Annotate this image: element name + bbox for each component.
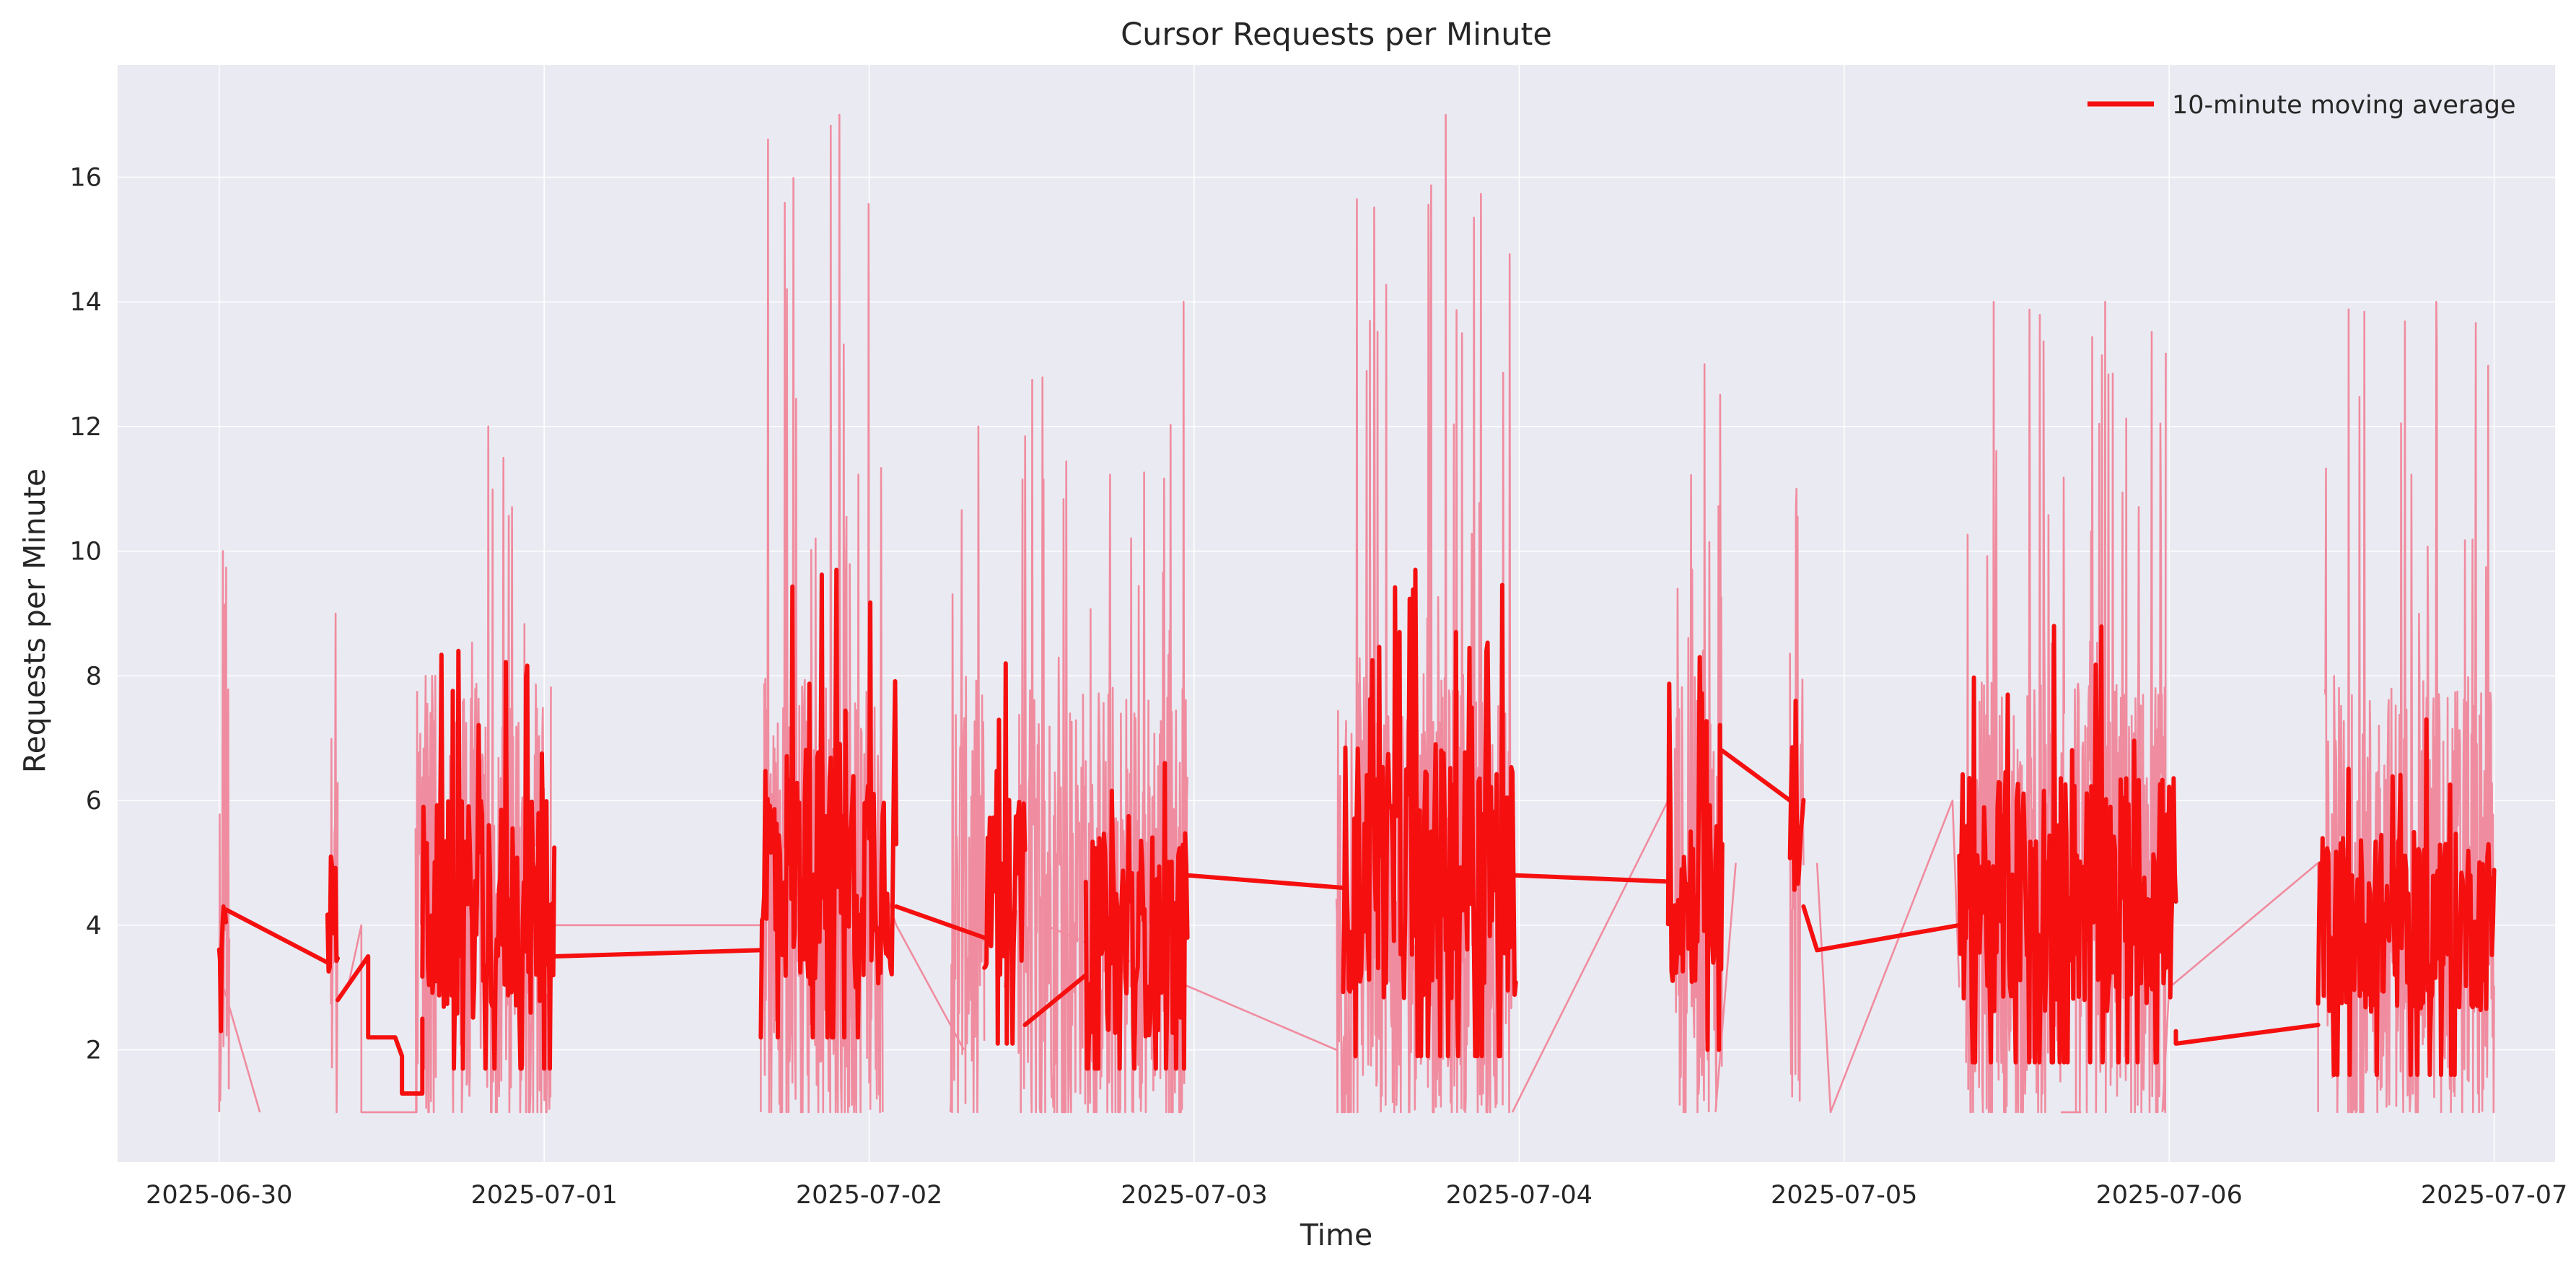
y-tick-label: 14: [69, 288, 102, 317]
moving-average-line: [894, 904, 987, 940]
y-tick-label: 10: [69, 538, 102, 567]
moving-average-layer: [216, 567, 2497, 1096]
y-axis-label: Requests per Minute: [17, 468, 52, 773]
y-tick-label: 8: [86, 662, 102, 691]
moving-average-line: [1719, 748, 1792, 803]
y-tick-label: 16: [69, 163, 102, 192]
raw-burst-line: [949, 425, 986, 1114]
x-tick-label: 2025-07-02: [796, 1181, 942, 1210]
moving-average-line: [2316, 717, 2497, 1078]
x-axis-label: Time: [1300, 1218, 1372, 1252]
moving-average-line: [1341, 567, 1518, 1059]
raw-burst-line: [414, 675, 437, 1114]
raw-burst-line: [218, 550, 231, 1112]
moving-average-line: [758, 567, 899, 1040]
moving-average-line: [216, 904, 229, 1034]
raw-connector-line: [1511, 800, 1669, 1113]
moving-average-line: [1665, 655, 1725, 1052]
raw-connector-line: [1714, 863, 1737, 1113]
moving-average-line: [1185, 873, 1346, 890]
moving-average-line: [1957, 624, 2178, 1065]
y-tick-label: 6: [86, 787, 102, 816]
moving-average-line: [552, 948, 763, 959]
moving-average-line: [1022, 972, 1088, 1027]
moving-average-line: [420, 648, 557, 1071]
x-tick-label: 2025-07-04: [1446, 1181, 1593, 1210]
raw-burst-line: [1673, 363, 1724, 1114]
tick-label-layer: 2 4 6 8 10 12 14 16 2025-06-30 2025-07-01 2025-07-…: [69, 163, 2567, 1210]
moving-average-line: [2173, 1023, 2321, 1046]
legend-label-moving-average: 10-minute moving average: [2172, 91, 2515, 120]
x-tick-label: 2025-07-07: [2421, 1181, 2567, 1210]
moving-average-line: [336, 954, 425, 1096]
raw-connector-line: [1815, 799, 1961, 1114]
moving-average-line: [224, 907, 330, 965]
x-tick-label: 2025-06-30: [146, 1181, 292, 1210]
moving-average-line: [325, 854, 340, 974]
y-tick-label: 12: [69, 413, 102, 442]
moving-average-line: [1787, 698, 1806, 892]
x-tick-label: 2025-07-06: [2095, 1181, 2242, 1210]
moving-average-line: [1513, 873, 1670, 884]
raw-burst-line: [1789, 488, 1805, 1102]
y-tick-label: 4: [86, 912, 102, 940]
y-tick-label: 2: [86, 1036, 102, 1065]
x-tick-label: 2025-07-05: [1771, 1181, 1917, 1210]
chart-title: Cursor Requests per Minute: [1121, 17, 1552, 53]
x-tick-label: 2025-07-03: [1121, 1181, 1267, 1210]
moving-average-line: [1801, 904, 1962, 953]
moving-average-line: [1083, 761, 1190, 1071]
legend: 10-minute moving average: [2087, 91, 2515, 120]
x-tick-label: 2025-07-01: [470, 1181, 617, 1210]
raw-connector-line: [346, 924, 416, 1114]
moving-average-line: [982, 661, 1028, 1046]
